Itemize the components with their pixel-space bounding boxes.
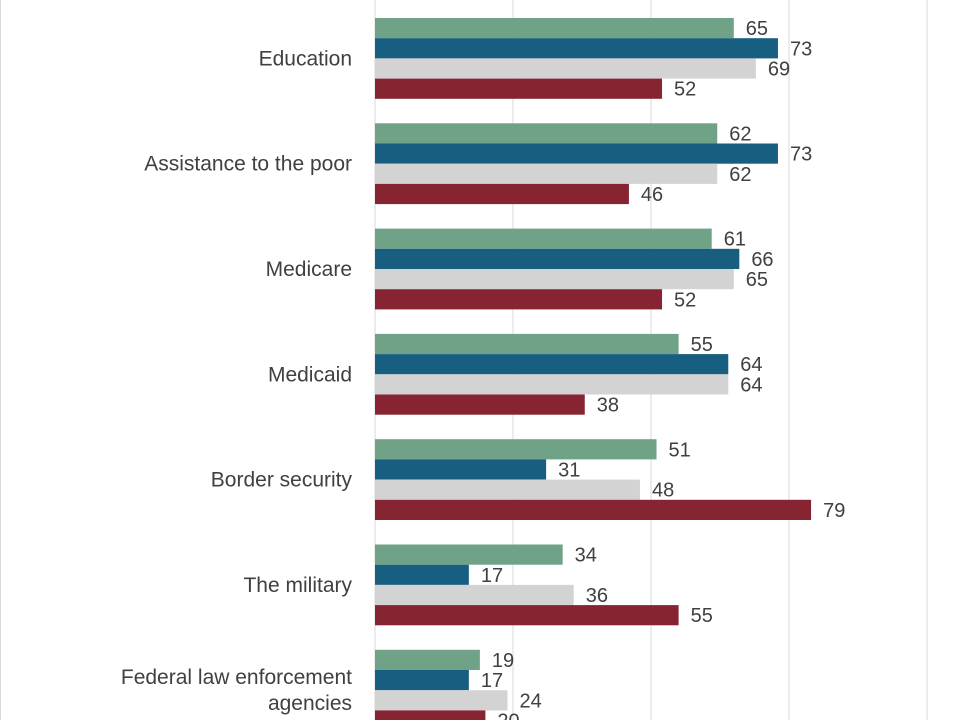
category-label-6-line-1: agencies: [268, 692, 352, 715]
value-label-4-1: 31: [558, 460, 580, 482]
value-label-3-2: 64: [740, 374, 762, 396]
value-label-0-3: 52: [674, 79, 696, 101]
value-label-4-3: 79: [823, 500, 845, 522]
bar-1-0: [375, 123, 718, 144]
value-label-6-1: 17: [481, 670, 503, 692]
value-label-0-0: 65: [746, 18, 768, 40]
bar-6-3: [375, 710, 486, 720]
bar-6-2: [375, 690, 508, 711]
bar-1-2: [375, 163, 718, 184]
value-label-6-2: 24: [519, 690, 541, 712]
bar-0-0: [375, 18, 734, 39]
category-label-4: Border security: [211, 469, 353, 492]
bar-5-0: [375, 544, 563, 565]
bar-3-0: [375, 333, 679, 355]
bar-0-2: [375, 58, 756, 79]
value-labels: 6573695262736246616665525564643851314879…: [481, 18, 845, 720]
value-label-6-3: 20: [497, 711, 519, 720]
category-label-3: Medicaid: [268, 363, 352, 386]
value-label-4-2: 48: [652, 480, 674, 502]
bar-2-0: [375, 228, 712, 249]
bar-0-3: [375, 78, 663, 99]
value-label-2-0: 61: [724, 229, 746, 251]
bar-1-1: [375, 143, 778, 164]
value-label-3-0: 55: [691, 334, 713, 356]
plot-frame: [0, 0, 376, 720]
value-label-4-0: 51: [669, 439, 691, 461]
bar-5-1: [375, 564, 469, 585]
bar-2-2: [375, 269, 734, 290]
value-label-5-2: 36: [586, 585, 608, 607]
bar-2-3: [375, 289, 663, 310]
value-label-5-1: 17: [481, 565, 503, 587]
category-labels: Education Assistance to the poor Medicare M…: [121, 47, 353, 715]
value-label-3-3: 38: [597, 395, 619, 417]
value-label-1-1: 73: [790, 144, 812, 166]
category-label-2: Medicare: [266, 258, 352, 281]
value-label-2-3: 52: [674, 289, 696, 311]
category-label-5: The military: [243, 574, 352, 597]
value-label-0-1: 73: [790, 38, 812, 60]
value-label-5-3: 55: [691, 605, 713, 627]
value-label-2-1: 66: [751, 249, 773, 271]
category-label-1: Assistance to the poor: [144, 153, 352, 176]
bar-4-3: [375, 499, 812, 520]
bar-3-1: [375, 354, 729, 375]
bar-6-1: [375, 670, 469, 691]
bar-4-1: [375, 459, 547, 480]
value-label-3-1: 64: [740, 354, 762, 376]
bar-3-2: [375, 374, 729, 395]
bar-1-3: [375, 183, 629, 205]
value-label-6-0: 19: [492, 650, 514, 672]
bar-0-1: [375, 38, 778, 59]
category-label-6-line-0: Federal law enforcement: [121, 666, 352, 689]
value-label-0-2: 69: [768, 59, 790, 81]
bar-4-0: [375, 439, 657, 460]
value-label-1-0: 62: [729, 123, 751, 145]
bar-5-2: [375, 584, 574, 606]
bar-3-3: [375, 394, 585, 415]
value-label-5-0: 34: [575, 545, 597, 567]
value-label-1-3: 46: [641, 184, 663, 206]
bar-4-2: [375, 479, 640, 500]
value-label-1-2: 62: [729, 164, 751, 186]
category-label-0: Education: [259, 47, 352, 70]
bar-2-1: [375, 248, 740, 269]
bars-group: [375, 18, 812, 720]
bar-5-3: [375, 605, 679, 626]
value-label-2-2: 65: [746, 269, 768, 291]
bar-6-0: [375, 649, 480, 670]
